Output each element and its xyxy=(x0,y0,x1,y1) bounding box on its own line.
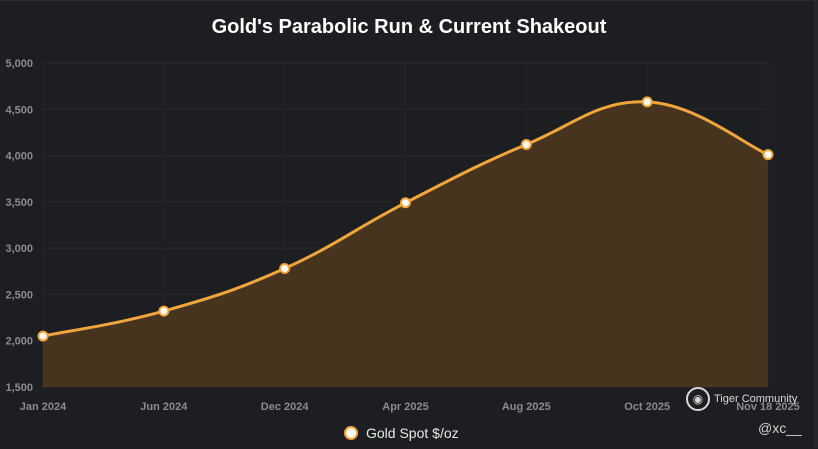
legend-label: Gold Spot $/oz xyxy=(366,425,459,441)
window-edge xyxy=(814,0,818,448)
tiger-logo-icon: ◉ xyxy=(686,387,710,411)
x-tick-label: Dec 2024 xyxy=(261,401,310,413)
y-tick-label: 4,000 xyxy=(5,151,33,163)
chart-title: Gold's Parabolic Run & Current Shakeout xyxy=(211,16,607,38)
x-tick-label: Jun 2024 xyxy=(140,401,188,413)
data-point[interactable] xyxy=(279,263,291,275)
x-tick-label: Oct 2025 xyxy=(624,401,670,413)
author-handle: @xc__ xyxy=(758,420,802,436)
series-area-gold-spot xyxy=(43,101,768,388)
y-tick-label: 4,500 xyxy=(5,104,33,116)
data-point[interactable] xyxy=(762,149,774,161)
legend-marker-icon xyxy=(344,426,358,440)
x-tick-label: Aug 2025 xyxy=(502,401,551,413)
data-point[interactable] xyxy=(641,96,653,108)
data-point[interactable] xyxy=(158,305,170,317)
data-point[interactable] xyxy=(400,197,411,209)
x-tick-label: Nov 18 2025 xyxy=(736,401,800,413)
x-axis: Jan 2024 Jun 2024 Dec 2024 Apr 2025 Aug 2025… xyxy=(20,401,800,413)
x-tick-label: Jan 2024 xyxy=(20,401,67,413)
y-tick-label: 2,000 xyxy=(5,336,33,348)
data-point[interactable] xyxy=(520,138,532,150)
legend[interactable]: Gold Spot $/oz xyxy=(344,425,459,441)
y-tick-label: 1,500 xyxy=(5,382,33,394)
y-tick-label: 3,000 xyxy=(5,243,33,255)
data-point[interactable] xyxy=(37,330,49,342)
y-tick-label: 5,000 xyxy=(5,58,33,70)
y-tick-label: 3,500 xyxy=(5,197,33,209)
watermark: ◉ Tiger Community xyxy=(686,387,797,411)
x-tick-label: Apr 2025 xyxy=(382,401,428,413)
y-axis: 1,500 2,000 2,500 3,000 3,500 4,000 4,500 5,000 xyxy=(5,58,33,394)
y-tick-label: 2,500 xyxy=(5,289,33,301)
series-points xyxy=(37,96,774,342)
watermark-brand: Tiger Community xyxy=(714,393,798,405)
